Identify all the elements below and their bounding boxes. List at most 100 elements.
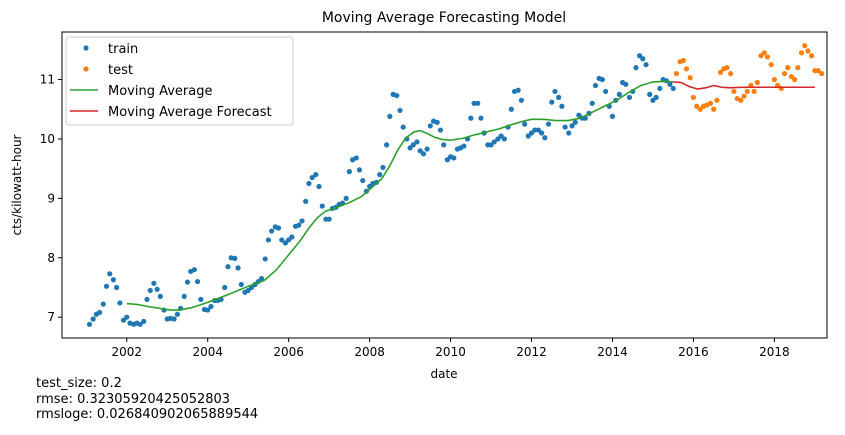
chart-title: Moving Average Forecasting Model [322,10,566,26]
point-train [566,130,572,136]
point-train [353,155,359,161]
x-tick-label: 2008 [354,345,385,359]
point-test [717,69,724,75]
point-train [569,123,575,129]
x-tick-label: 2012 [516,345,547,359]
point-train [626,94,633,100]
point-test [724,65,730,71]
series-line-moving-average-forecast [673,81,815,90]
y-axis: 7 8 9 10 11 [40,73,62,324]
point-test [728,70,734,77]
point-test [687,75,693,81]
point-train [532,127,538,133]
point-train [427,123,433,129]
point-train [400,124,406,130]
point-train [208,303,214,310]
point-train [394,92,400,99]
stat-rmse: rmse: 0.32305920425052803 [36,391,231,407]
point-test [690,94,697,100]
point-train [103,283,110,289]
point-test [792,76,798,83]
point-test [795,65,801,71]
point-train [90,316,96,322]
point-train [653,94,659,100]
series-test [673,43,825,112]
point-train [562,124,568,130]
point-train [643,62,649,68]
point-train [420,151,427,157]
point-train [670,85,676,92]
plot-frame [61,31,828,339]
y-tick-label: 9 [47,191,55,205]
point-train [309,174,315,181]
point-test [771,76,777,83]
legend-train-marker [83,45,89,51]
point-train [184,279,191,285]
point-test [761,50,767,56]
point-train [181,293,187,300]
point-test [764,54,771,60]
point-train [235,265,241,271]
point-train [356,167,363,173]
point-test [768,62,774,68]
legend-box [65,36,294,126]
point-train [225,264,231,270]
point-train [508,106,514,112]
point-train [387,113,393,119]
point-test [819,70,825,77]
y-tick-label: 11 [40,73,55,87]
x-tick-label: 2016 [678,345,709,359]
point-train [86,321,93,327]
point-train [137,321,143,327]
point-train [657,85,663,92]
point-test [694,103,700,109]
point-train [559,103,565,109]
point-train [313,172,319,178]
point-train [603,88,609,95]
point-train [275,225,282,231]
point-test [802,43,808,49]
point-train [141,318,147,324]
point-train [556,94,562,100]
point-test [741,93,747,99]
point-train [97,309,103,316]
point-train [451,155,457,161]
point-test [744,88,750,95]
point-train [205,307,211,313]
x-tick-label: 2014 [597,345,628,359]
stat-rmsloge: rmsloge: 0.026840902065889544 [36,407,259,422]
point-train [633,65,639,71]
point-train [623,81,629,87]
point-train [572,119,578,125]
point-test [781,70,788,77]
point-test [683,66,690,72]
point-train [434,119,440,125]
point-train [539,130,545,136]
point-train [441,142,447,148]
point-train [468,115,474,121]
point-train [609,113,616,119]
point-train [319,203,325,209]
x-axis: 2002 2004 2006 2008 2010 2012 2014 2016 2018 [111,338,790,359]
point-test [785,65,791,71]
y-tick-label: 7 [47,310,55,324]
point-train [542,135,548,141]
point-train [306,180,312,187]
point-train [238,281,244,288]
point-train [377,172,383,178]
x-tick-label: 2018 [759,345,790,359]
stat-test-size: test_size: 0.2 [36,376,122,391]
point-train [147,287,153,294]
point-train [647,91,653,97]
point-train [171,316,177,322]
point-test [798,50,805,56]
x-tick-label: 2004 [192,345,223,359]
series-line-moving-average [126,80,674,311]
point-train [232,255,238,261]
point-train [110,277,116,283]
point-test [754,79,760,86]
point-train [549,99,555,105]
legend-moving-average-label: Moving Average [108,84,212,99]
point-train [384,142,390,148]
